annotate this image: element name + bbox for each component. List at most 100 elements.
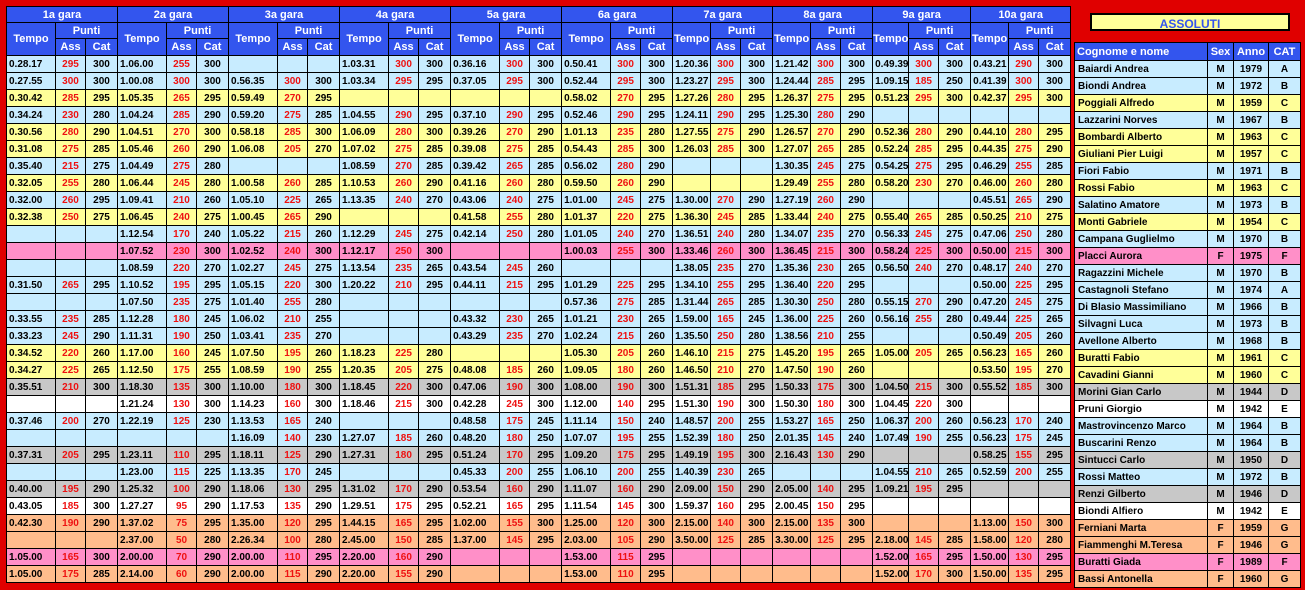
race-points-ass: 155 (1008, 446, 1040, 464)
race-time: 0.56.02 (561, 157, 612, 175)
athlete-row: Monti Gabriele M 1954 C (1074, 213, 1301, 231)
race-time: 2.20.00 (339, 565, 390, 583)
race-points-ass: 260 (55, 191, 86, 209)
race-points-ass: 175 (610, 446, 642, 464)
race-time: 1.53.00 (561, 548, 612, 566)
race-points-ass: 295 (1008, 89, 1040, 107)
race-points-ass: 75 (166, 514, 198, 532)
race-time: 1.33.46 (672, 242, 712, 260)
table-row: 0.43.05 185 300 1.27.27 95 290 1.17.53 135 290 1.… (6, 497, 1072, 515)
athlete-category: B (1268, 77, 1301, 95)
race-points-ass: 255 (1008, 157, 1040, 175)
race-points-cat: 300 (640, 140, 674, 158)
race-time: 1.26.37 (772, 89, 812, 107)
race-points-ass: 250 (810, 293, 842, 311)
race-points-cat: 300 (640, 55, 674, 73)
race-points-ass: 210 (55, 378, 86, 396)
race-time: 1.59.37 (672, 497, 712, 515)
race-points-ass: 215 (388, 395, 420, 413)
cat-header: Cat (307, 38, 341, 56)
race-points-cat (938, 106, 972, 124)
race-points-cat: 300 (938, 55, 972, 73)
race-time: 0.58.02 (561, 89, 612, 107)
race-header-10: 10a gara (970, 6, 1072, 23)
race-points-ass: 245 (810, 157, 842, 175)
race-points-cat: 290 (640, 480, 674, 498)
race-time (772, 463, 812, 481)
race-points-cat: 300 (84, 548, 119, 566)
ass-header: Ass (499, 38, 531, 56)
race-time: 1.18.06 (228, 480, 279, 498)
race-points-ass: 265 (277, 208, 309, 226)
cat-header: Cat (529, 38, 563, 56)
race-time: 1.20.36 (672, 55, 712, 73)
race-points-cat: 300 (840, 514, 874, 532)
race-time: 1.09.15 (872, 72, 910, 90)
race-points-ass: 185 (1008, 378, 1040, 396)
race-time: 1.26.57 (772, 123, 812, 141)
race-points-cat: 290 (640, 531, 674, 549)
race-time: 1.40.39 (672, 463, 712, 481)
race-points-cat: 300 (307, 378, 341, 396)
race-points-cat: 290 (418, 174, 452, 192)
race-points-cat: 290 (529, 123, 563, 141)
race-time (339, 463, 390, 481)
race-points-ass: 275 (55, 140, 86, 158)
race-points-ass: 165 (908, 548, 940, 566)
athlete-year: 1989 (1233, 553, 1269, 571)
race-time: 1.04.51 (117, 123, 168, 141)
race-time: 1.07.49 (872, 429, 910, 447)
race-points-cat: 295 (196, 276, 230, 294)
race-time (6, 293, 56, 311)
race-points-ass: 180 (610, 361, 642, 379)
race-time (6, 259, 56, 277)
race-points-cat: 290 (640, 157, 674, 175)
race-points-cat: 300 (640, 378, 674, 396)
race-points-cat: 300 (740, 514, 774, 532)
punti-header: Punti (610, 22, 674, 39)
race-time: 0.34.27 (6, 361, 56, 379)
race-points-cat: 290 (740, 480, 774, 498)
race-points-ass: 70 (166, 548, 198, 566)
athlete-category: D (1268, 383, 1301, 401)
race-time: 0.59.20 (228, 106, 279, 124)
race-time: 1.14.23 (228, 395, 279, 413)
race-time: 1.05.30 (561, 344, 612, 362)
race-points-ass (388, 89, 420, 107)
race-time: 0.37.10 (450, 106, 501, 124)
athlete-year: 1942 (1233, 400, 1269, 418)
race-points-ass: 275 (1008, 140, 1040, 158)
race-points-cat: 255 (529, 463, 563, 481)
race-time: 0.56.23 (970, 412, 1010, 430)
race-points-cat: 300 (529, 514, 563, 532)
athlete-name: Di Blasio Massimiliano (1074, 298, 1208, 316)
race-points-cat: 290 (418, 548, 452, 566)
race-points-ass (55, 242, 86, 260)
race-points-cat (84, 242, 119, 260)
athlete-row: Mastrovincenzo Marco M 1964 B (1074, 417, 1301, 435)
race-points-ass: 240 (166, 208, 198, 226)
race-points-ass (55, 293, 86, 311)
race-points-cat: 275 (1038, 208, 1072, 226)
race-points-cat: 255 (740, 412, 774, 430)
athlete-year: 1960 (1233, 366, 1269, 384)
race-time: 0.33.23 (6, 327, 56, 345)
race-points-cat: 280 (640, 123, 674, 141)
race-points-cat: 265 (740, 463, 774, 481)
race-points-ass: 245 (1008, 293, 1040, 311)
race-time: 0.37.05 (450, 72, 501, 90)
race-time: 3.50.00 (672, 531, 712, 549)
race-points-cat: 290 (840, 123, 874, 141)
race-points-cat: 295 (938, 140, 972, 158)
race-points-cat: 290 (307, 565, 341, 583)
race-points-ass: 145 (610, 497, 642, 515)
race-time: 0.56.33 (872, 225, 910, 243)
race-points-ass: 125 (277, 446, 309, 464)
race-points-cat: 300 (84, 378, 119, 396)
race-time: 1.11.54 (561, 497, 612, 515)
race-points-cat: 295 (938, 480, 972, 498)
race-points-ass: 235 (499, 327, 531, 345)
race-points-cat (418, 293, 452, 311)
athlete-row: Avellone Alberto M 1968 B (1074, 332, 1301, 350)
race-points-ass: 240 (499, 191, 531, 209)
